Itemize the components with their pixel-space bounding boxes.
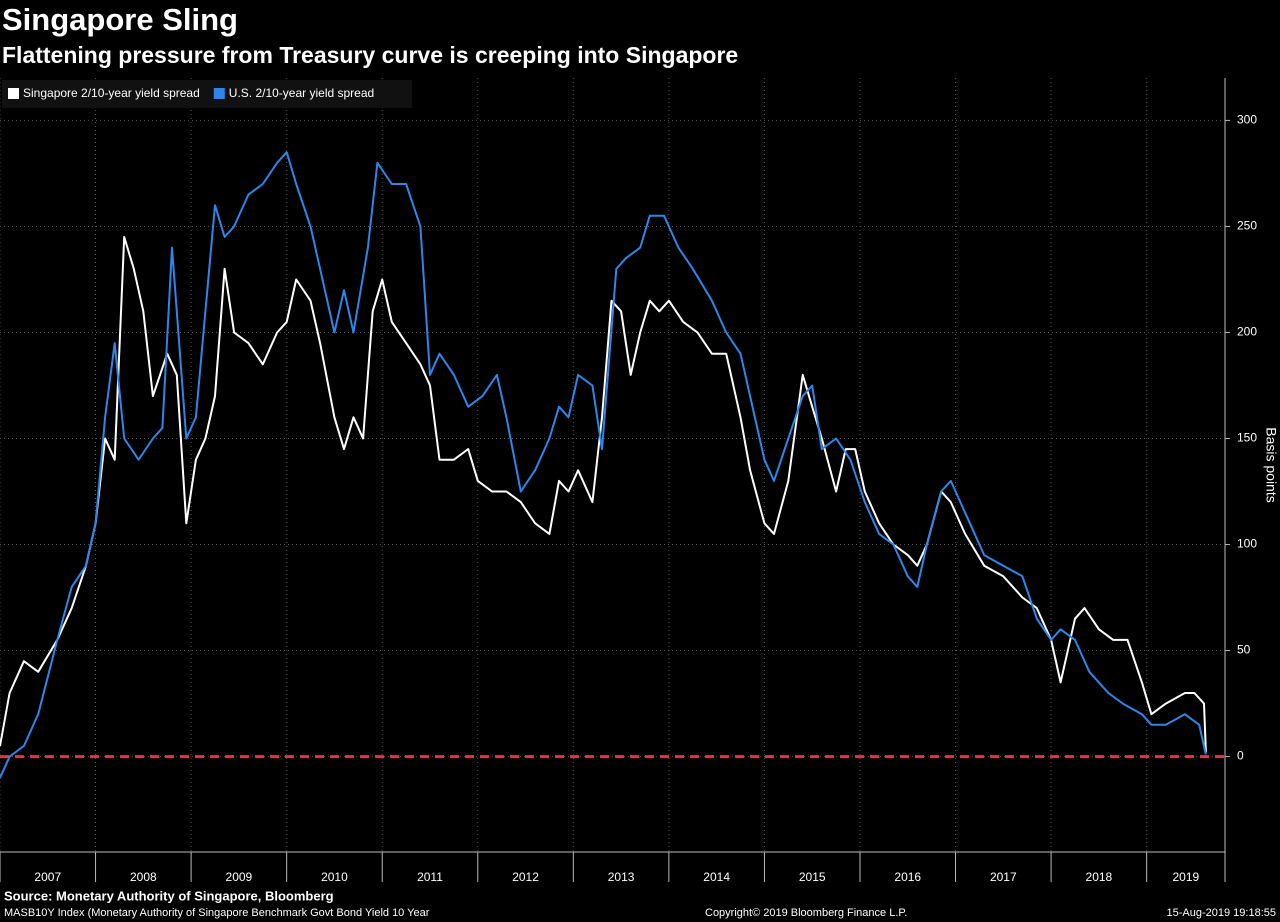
y-tick-label: 200 — [1237, 325, 1257, 339]
y-tick-label: 100 — [1237, 537, 1257, 551]
y-tick-label: 250 — [1237, 219, 1257, 233]
legend-box — [2, 80, 412, 108]
legend-label: U.S. 2/10-year yield spread — [229, 86, 374, 100]
x-tick-label: 2014 — [703, 870, 730, 884]
x-tick-label: 2009 — [226, 870, 253, 884]
source: Source: Monetary Authority of Singapore,… — [4, 888, 334, 903]
timestamp: 15-Aug-2019 19:18:55 — [1167, 907, 1276, 919]
chart-title: Singapore Sling — [2, 2, 238, 37]
x-tick-label: 2013 — [608, 870, 635, 884]
x-tick-label: 2017 — [990, 870, 1017, 884]
x-tick-label: 2010 — [321, 870, 348, 884]
series-line — [0, 236, 1207, 753]
series-line — [0, 151, 1207, 779]
legend-swatch — [213, 88, 225, 99]
x-tick-label: 2012 — [512, 870, 539, 884]
x-tick-label: 2019 — [1172, 870, 1199, 884]
x-tick-label: 2008 — [130, 870, 157, 884]
y-tick-label: 150 — [1237, 431, 1257, 445]
y-tick-label: 0 — [1237, 749, 1244, 763]
y-tick-label: 50 — [1237, 643, 1251, 657]
x-tick-label: 2016 — [894, 870, 921, 884]
y-axis-label: Basis points — [1263, 427, 1279, 502]
x-tick-label: 2011 — [417, 870, 443, 884]
y-tick-label: 300 — [1237, 113, 1257, 127]
legend-swatch — [8, 88, 19, 99]
x-tick-label: 2007 — [34, 870, 61, 884]
copyright: Copyright© 2019 Bloomberg Finance L.P. — [705, 907, 907, 919]
x-tick-label: 2015 — [799, 870, 826, 884]
x-tick-label: 2018 — [1086, 870, 1113, 884]
footnote: MASB10Y Index (Monetary Authority of Sin… — [4, 907, 430, 919]
chart-subtitle: Flattening pressure from Treasury curve … — [2, 42, 738, 68]
legend-label: Singapore 2/10-year yield spread — [23, 86, 200, 100]
